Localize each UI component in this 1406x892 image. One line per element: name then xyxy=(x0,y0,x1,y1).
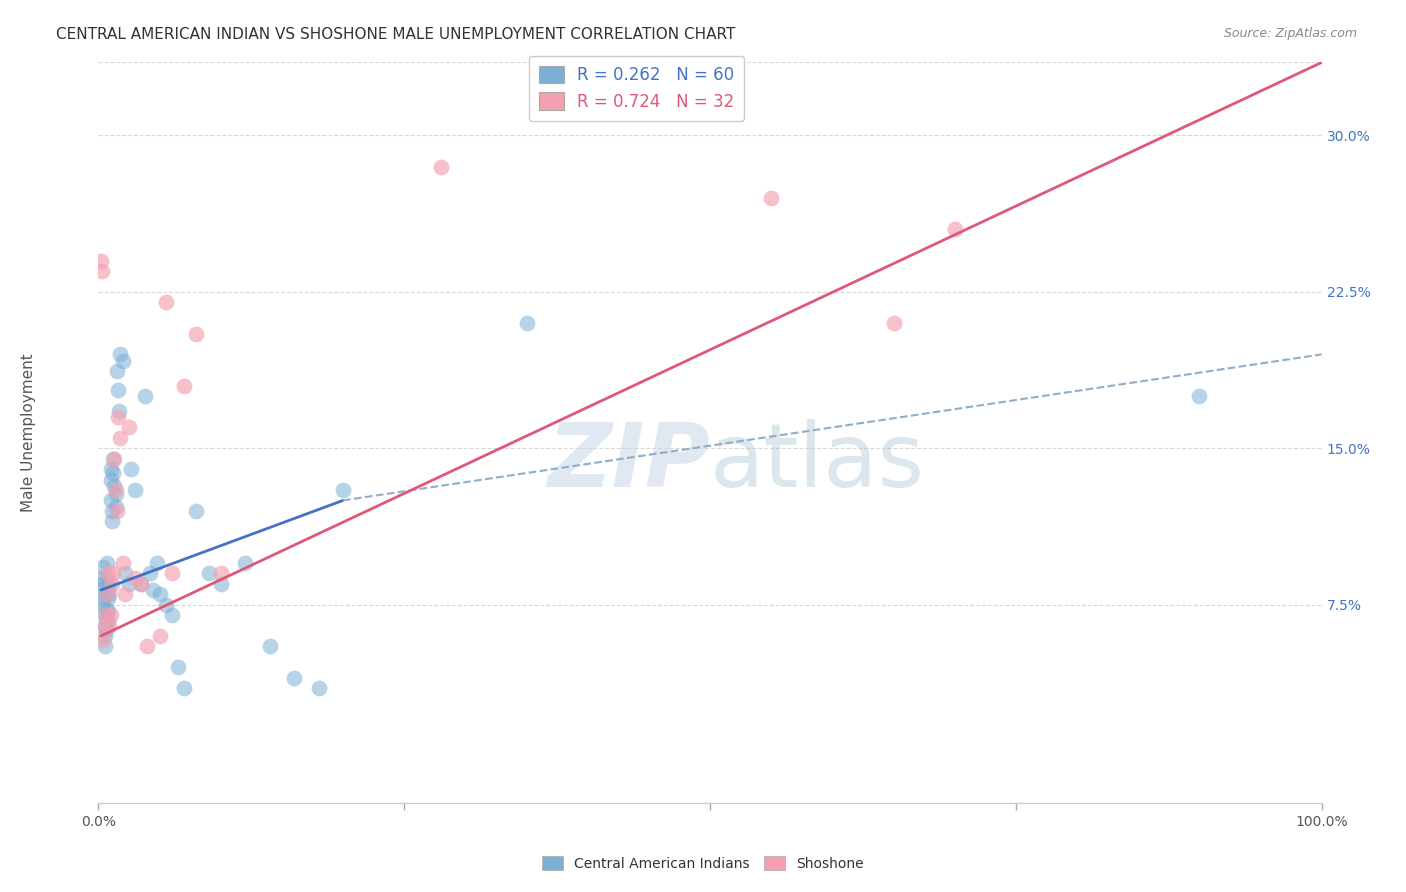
Point xyxy=(108,403,131,417)
Point xyxy=(91,598,114,612)
Point xyxy=(91,264,114,278)
Point xyxy=(155,295,177,310)
Point xyxy=(160,566,183,581)
Point xyxy=(308,681,330,695)
Point xyxy=(96,583,118,598)
Point xyxy=(93,640,115,654)
Point xyxy=(167,660,190,674)
Point xyxy=(91,633,114,648)
Point xyxy=(90,253,112,268)
Point xyxy=(160,608,183,623)
Point xyxy=(186,504,208,518)
Point xyxy=(93,618,115,632)
Point xyxy=(97,566,120,581)
Point xyxy=(197,566,219,581)
Point xyxy=(118,577,141,591)
Point xyxy=(104,487,127,501)
Point xyxy=(233,556,256,570)
Point xyxy=(129,577,152,591)
Point xyxy=(97,615,120,629)
Point xyxy=(98,587,121,601)
Point xyxy=(142,583,165,598)
Point xyxy=(101,514,124,528)
Point xyxy=(101,504,124,518)
Point xyxy=(515,316,537,330)
Point xyxy=(91,591,114,606)
Point xyxy=(149,587,172,601)
Point xyxy=(96,556,118,570)
Point xyxy=(136,640,159,654)
Point xyxy=(93,629,115,643)
Point xyxy=(94,623,117,637)
Point xyxy=(100,608,122,623)
Point xyxy=(110,347,132,361)
Point xyxy=(105,364,128,378)
Point xyxy=(283,671,305,685)
Point xyxy=(101,451,124,466)
Legend: R = 0.262   N = 60, R = 0.724   N = 32: R = 0.262 N = 60, R = 0.724 N = 32 xyxy=(529,56,744,120)
Point xyxy=(94,612,117,626)
Y-axis label: Male Unemployment: Male Unemployment xyxy=(21,353,37,512)
Point xyxy=(93,608,115,623)
Point xyxy=(101,467,124,481)
Point xyxy=(96,570,118,584)
Point xyxy=(761,191,783,205)
Point xyxy=(155,598,177,612)
Point xyxy=(134,389,156,403)
Point xyxy=(124,483,146,497)
Point xyxy=(94,602,117,616)
Point xyxy=(103,479,125,493)
Text: CENTRAL AMERICAN INDIAN VS SHOSHONE MALE UNEMPLOYMENT CORRELATION CHART: CENTRAL AMERICAN INDIAN VS SHOSHONE MALE… xyxy=(56,27,735,42)
Text: Source: ZipAtlas.com: Source: ZipAtlas.com xyxy=(1223,27,1357,40)
Point xyxy=(91,570,114,584)
Text: ZIP: ZIP xyxy=(547,418,710,506)
Point xyxy=(124,570,146,584)
Point xyxy=(1188,389,1211,403)
Point xyxy=(883,316,905,330)
Point xyxy=(146,556,169,570)
Point xyxy=(96,587,118,601)
Point xyxy=(107,383,129,397)
Point xyxy=(90,583,112,598)
Point xyxy=(209,566,232,581)
Text: atlas: atlas xyxy=(710,418,925,506)
Point xyxy=(100,473,122,487)
Legend: Central American Indians, Shoshone: Central American Indians, Shoshone xyxy=(537,850,869,876)
Point xyxy=(129,577,152,591)
Point xyxy=(259,640,281,654)
Point xyxy=(91,560,114,574)
Point xyxy=(93,618,115,632)
Point xyxy=(209,577,232,591)
Point xyxy=(91,577,114,591)
Point xyxy=(100,462,122,476)
Point xyxy=(97,604,120,618)
Point xyxy=(111,353,134,368)
Point xyxy=(110,431,132,445)
Point xyxy=(98,577,121,591)
Point xyxy=(120,462,142,476)
Point xyxy=(186,326,208,341)
Point xyxy=(94,608,117,623)
Point xyxy=(100,493,122,508)
Point xyxy=(149,629,172,643)
Point xyxy=(332,483,354,497)
Point xyxy=(139,566,162,581)
Point xyxy=(173,681,195,695)
Point xyxy=(107,409,129,424)
Point xyxy=(101,566,124,581)
Point xyxy=(97,591,120,606)
Point xyxy=(118,420,141,434)
Point xyxy=(105,504,128,518)
Point xyxy=(943,222,966,236)
Point xyxy=(430,160,453,174)
Point xyxy=(114,566,136,581)
Point xyxy=(114,587,136,601)
Point xyxy=(98,618,121,632)
Point xyxy=(104,500,127,514)
Point xyxy=(111,556,134,570)
Point xyxy=(101,577,124,591)
Point xyxy=(104,483,127,497)
Point xyxy=(103,451,125,466)
Point xyxy=(173,378,195,392)
